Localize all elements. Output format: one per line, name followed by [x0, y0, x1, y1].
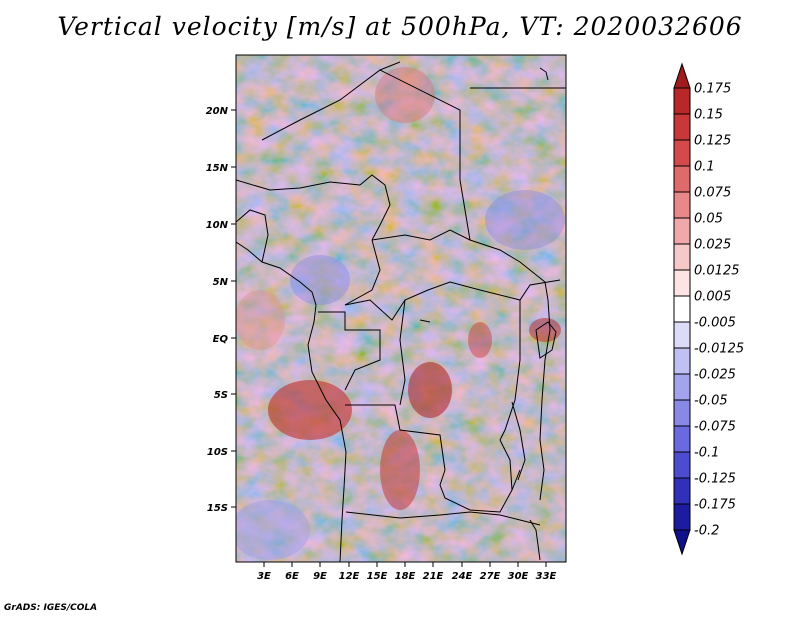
colorbar-label: -0.1 [694, 446, 719, 461]
colorbar-swatch [673, 503, 691, 531]
colorbar-label: -0.125 [694, 472, 736, 487]
colorbar-label: 0.05 [694, 212, 723, 227]
colorbar-label: -0.05 [694, 394, 728, 409]
lat-label: 10N [206, 220, 229, 231]
lat-label: 5S [214, 390, 228, 401]
colorbar-swatch [673, 425, 691, 453]
colorbar-label: 0.075 [694, 186, 731, 201]
lat-label: EQ [213, 334, 229, 345]
longitude-axis: 3E 6E 9E 12E 15E 18E 21E 24E 27E 30E 33E [257, 562, 557, 582]
lon-label: 27E [480, 571, 501, 582]
lon-label: 21E [423, 571, 444, 582]
colorbar-swatch [673, 295, 691, 323]
colorbar-swatch [673, 347, 691, 375]
colorbar-label: 0.0125 [694, 264, 740, 279]
colorbar-swatch [673, 399, 691, 427]
chart-title: Vertical velocity [m/s] at 500hPa, VT: 2… [57, 12, 743, 41]
lon-label: 30E [508, 571, 529, 582]
map-frame [235, 54, 567, 563]
lat-label: 20N [206, 106, 229, 117]
grads-credit: GrADS: IGES/COLA [4, 603, 98, 613]
colorbar-swatch [673, 321, 691, 349]
colorbar-swatch [673, 477, 691, 505]
colorbar-swatch [673, 191, 691, 219]
lat-label: 15N [206, 163, 229, 174]
colorbar-swatch [673, 243, 691, 271]
colorbar-label: -0.025 [694, 368, 736, 383]
lon-label: 15E [367, 571, 388, 582]
lat-label: 15S [207, 503, 228, 514]
colorbar-cap-bottom [673, 529, 691, 556]
lon-label: 18E [395, 571, 416, 582]
colorbar-label: 0.175 [694, 82, 731, 97]
colorbar-cap-top [673, 62, 691, 89]
colorbar-swatch [673, 451, 691, 479]
lon-label: 12E [339, 571, 360, 582]
lat-label: 10S [207, 447, 228, 458]
country-borders [236, 61, 566, 562]
lon-label: 24E [452, 571, 473, 582]
colorbar-swatch [673, 269, 691, 297]
lon-label: 6E [285, 571, 299, 582]
colorbar-swatch [673, 217, 691, 245]
velocity-field [236, 55, 566, 562]
colorbar-label: 0.15 [694, 108, 723, 123]
colorbar-label: -0.0125 [694, 342, 744, 357]
colorbar: 0.175 0.15 0.125 0.1 0.075 0.05 0.025 0.0125 0.0… [673, 62, 744, 556]
colorbar-swatch [673, 165, 691, 193]
lon-label: 3E [257, 571, 271, 582]
colorbar-label: 0.005 [694, 290, 731, 305]
lat-label: 5N [213, 277, 229, 288]
latitude-axis: 20N 15N 10N 5N EQ 5S 10S 15S [206, 106, 236, 514]
lon-label: 33E [536, 571, 557, 582]
colorbar-swatch [673, 139, 691, 167]
colorbar-label: -0.005 [694, 316, 736, 331]
colorbar-label: -0.075 [694, 420, 736, 435]
colorbar-swatch [673, 87, 691, 115]
colorbar-label: 0.1 [694, 160, 715, 175]
colorbar-swatch [673, 373, 691, 401]
colorbar-swatch [673, 113, 691, 141]
lon-label: 9E [313, 571, 327, 582]
colorbar-label: -0.175 [694, 498, 736, 513]
colorbar-label: -0.2 [694, 524, 719, 539]
colorbar-label: 0.025 [694, 238, 731, 253]
colorbar-label: 0.125 [694, 134, 731, 149]
